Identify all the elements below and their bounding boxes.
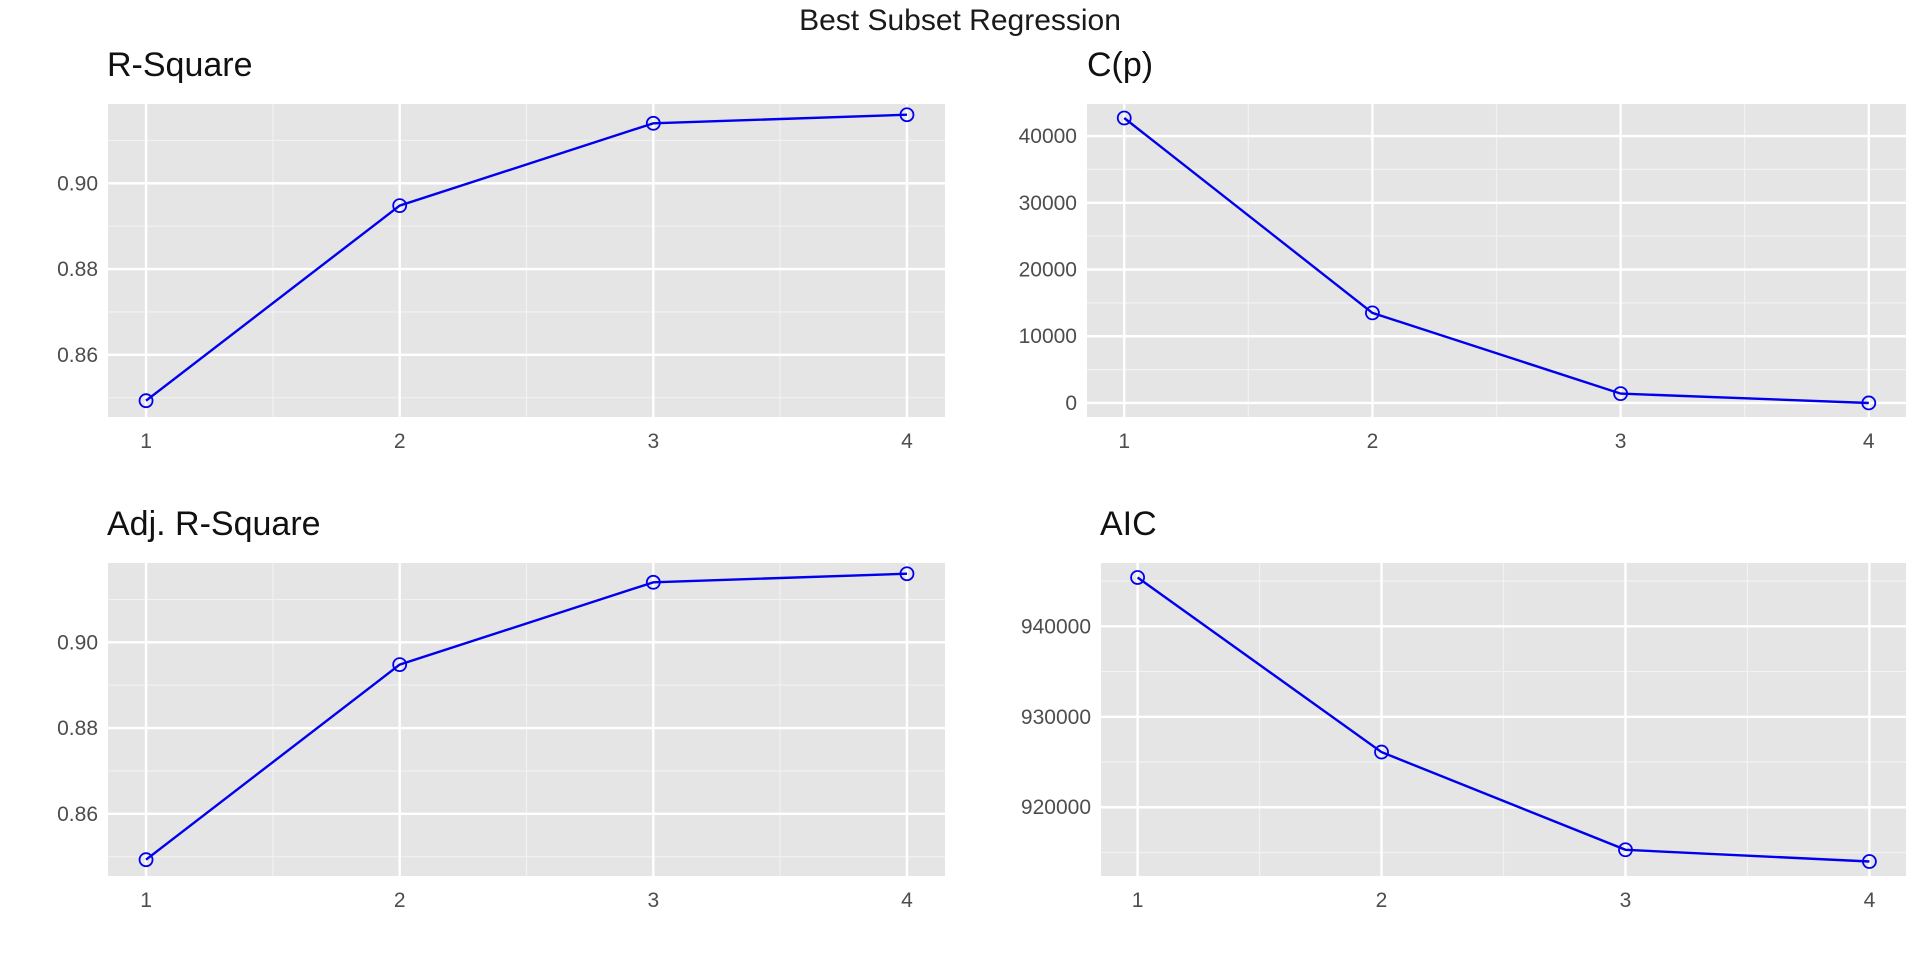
y-tick-label: 930000 bbox=[1021, 706, 1091, 729]
x-tick-label: 4 bbox=[901, 430, 913, 453]
panel-title: AIC bbox=[1100, 505, 1157, 543]
x-tick-label: 4 bbox=[901, 889, 913, 912]
x-tick-label: 2 bbox=[1367, 430, 1379, 453]
y-tick-label: 0.90 bbox=[57, 631, 98, 654]
x-tick-label: 3 bbox=[1615, 430, 1627, 453]
data-point bbox=[899, 566, 915, 582]
y-tick-label: 30000 bbox=[1019, 192, 1077, 215]
data-point bbox=[392, 198, 408, 214]
series-line bbox=[1136, 576, 1870, 863]
y-tick-label: 10000 bbox=[1019, 325, 1077, 348]
y-tick-label: 20000 bbox=[1019, 259, 1077, 282]
data-point bbox=[899, 107, 915, 123]
chart-main-title: Best Subset Regression bbox=[799, 4, 1121, 37]
series-line bbox=[145, 572, 908, 861]
x-tick-label: 2 bbox=[394, 889, 406, 912]
series-line bbox=[1123, 117, 1869, 405]
panel-title: Adj. R-Square bbox=[107, 505, 321, 543]
x-tick-label: 1 bbox=[1118, 430, 1130, 453]
x-tick-label: 1 bbox=[140, 889, 152, 912]
x-tick-label: 1 bbox=[140, 430, 152, 453]
x-tick-label: 3 bbox=[647, 430, 659, 453]
panel-title: R-Square bbox=[107, 46, 253, 84]
y-tick-label: 0.86 bbox=[57, 803, 98, 826]
x-tick-label: 4 bbox=[1864, 889, 1876, 912]
y-tick-label: 0 bbox=[1065, 392, 1077, 415]
data-point bbox=[1613, 386, 1628, 402]
data-point bbox=[1130, 570, 1145, 585]
data-point bbox=[1116, 110, 1132, 126]
y-tick-label: 920000 bbox=[1021, 796, 1091, 819]
data-point bbox=[1861, 395, 1877, 411]
data-point bbox=[1365, 305, 1380, 321]
x-tick-label: 2 bbox=[1376, 889, 1388, 912]
data-point bbox=[645, 115, 661, 131]
data-point bbox=[392, 657, 408, 673]
data-point bbox=[645, 574, 661, 590]
y-tick-label: 0.86 bbox=[57, 344, 98, 367]
data-point bbox=[1374, 744, 1389, 760]
series-line bbox=[145, 113, 908, 402]
x-tick-label: 4 bbox=[1863, 430, 1875, 453]
y-tick-label: 0.88 bbox=[57, 717, 98, 740]
x-tick-label: 3 bbox=[1620, 889, 1632, 912]
data-point bbox=[1862, 854, 1877, 869]
x-tick-label: 2 bbox=[394, 430, 406, 453]
data-point bbox=[1618, 842, 1633, 858]
x-tick-label: 3 bbox=[647, 889, 659, 912]
data-point bbox=[138, 393, 154, 409]
panel-title: C(p) bbox=[1087, 46, 1154, 84]
y-tick-label: 40000 bbox=[1019, 125, 1077, 148]
y-tick-label: 940000 bbox=[1021, 615, 1091, 638]
data-point bbox=[138, 852, 154, 868]
x-tick-label: 1 bbox=[1132, 889, 1144, 912]
y-tick-label: 0.88 bbox=[57, 258, 98, 281]
y-tick-label: 0.90 bbox=[57, 172, 98, 195]
